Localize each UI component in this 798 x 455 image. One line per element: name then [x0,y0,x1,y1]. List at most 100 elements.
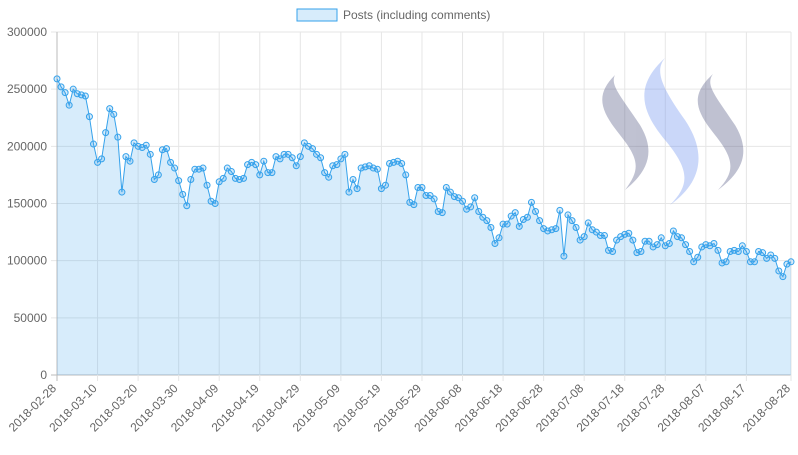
data-point [321,169,329,177]
data-point [637,248,645,256]
logo-stroke [644,58,699,205]
data-point [446,188,454,196]
data-point [609,248,617,256]
y-tick-label: 0 [40,368,47,382]
data-point [252,161,260,169]
data-point [682,241,690,249]
data-point [722,258,730,266]
data-point [227,167,235,175]
data-point [373,165,381,173]
data-point [678,234,686,242]
data-point [81,92,89,100]
data-point [710,240,718,248]
data-point [345,188,353,196]
data-point [568,217,576,225]
data-point [98,155,106,163]
data-point [600,232,608,240]
data-point [114,133,122,141]
data-point [629,236,637,244]
data-point [532,208,540,216]
data-point [179,190,187,198]
y-tick-label: 150000 [7,197,47,211]
data-point [102,129,110,137]
data-point [487,224,495,232]
data-point [276,155,284,163]
data-point [775,267,783,275]
data-point [552,225,560,233]
data-point [584,219,592,227]
data-point [240,174,248,182]
data-point [459,197,467,205]
data-point [89,140,97,148]
data-point [536,217,544,225]
data-point [317,154,325,162]
data-point [694,253,702,261]
data-point [418,183,426,191]
data-point [296,153,304,161]
data-point [353,185,361,193]
data-point [665,240,673,248]
legend-swatch [296,8,338,22]
data-point [333,161,341,169]
data-point [85,113,93,121]
data-point [515,222,523,230]
data-point [146,150,154,158]
data-point [142,141,150,149]
data-point [292,162,300,170]
y-tick-label: 200000 [7,139,47,153]
data-point [219,174,227,182]
data-point [572,224,580,232]
series-area [57,78,791,376]
data-point [175,177,183,185]
data-point [657,234,665,242]
data-point [106,105,114,113]
data-point [122,153,130,161]
data-point [483,217,491,225]
data-point [759,249,767,257]
data-point [467,203,475,211]
data-point [162,145,170,153]
data-point [398,159,406,167]
steem-logo [602,58,744,205]
data-point [653,241,661,249]
data-point [495,234,503,242]
data-point [341,150,349,158]
data-point [471,194,479,202]
data-point [580,233,588,241]
data-point [442,183,450,191]
data-point [438,209,446,217]
data-point [187,175,195,183]
data-point [203,181,211,189]
data-point [511,209,519,217]
data-point [256,171,264,179]
data-point [171,164,179,172]
data-point [65,101,73,109]
x-tick-label: 2018-08-28 [740,381,794,435]
data-point [57,83,65,91]
series-line [56,78,792,278]
data-point [118,188,126,196]
data-point [771,254,779,262]
y-tick-label: 250000 [7,82,47,96]
y-tick-label: 50000 [14,311,48,325]
data-point [167,158,175,166]
y-tick-label: 100000 [7,254,47,268]
data-point [491,240,499,248]
data-point [381,181,389,189]
data-point [110,110,118,118]
data-point [734,248,742,256]
data-point [430,195,438,203]
data-point [402,171,410,179]
data-point [183,202,191,210]
data-point [645,237,653,245]
y-tick-label: 300000 [7,25,47,39]
data-point [325,173,333,181]
data-point [690,258,698,266]
data-point [751,258,759,266]
data-point [560,252,568,260]
legend-label: Posts (including comments) [343,8,490,22]
legend-item[interactable]: Posts (including comments) [296,8,490,22]
data-point [260,157,268,165]
data-point [669,227,677,235]
